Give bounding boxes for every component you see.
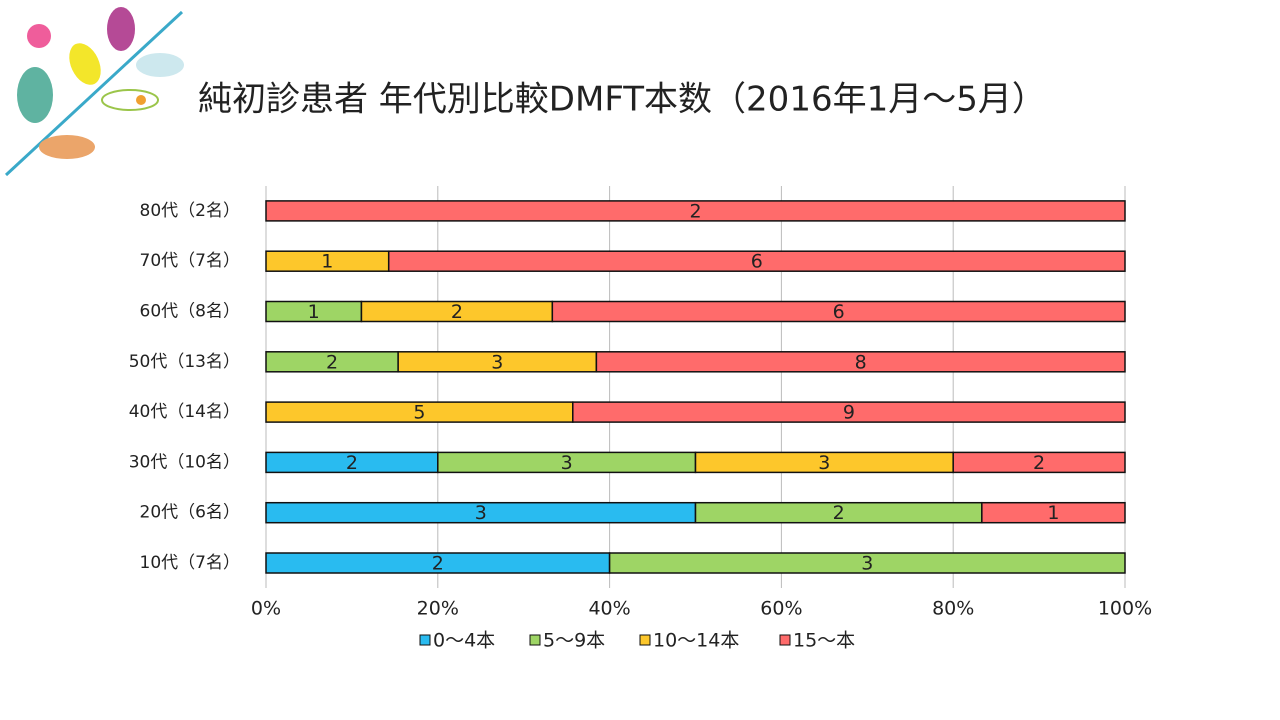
- data-label: 2: [451, 301, 463, 323]
- bar-segment: [387, 250, 1126, 272]
- y-tick-label: 80代（2名）: [140, 201, 240, 221]
- data-label: 3: [561, 452, 573, 474]
- data-label: 3: [861, 553, 873, 575]
- legend-swatch: [419, 634, 431, 646]
- y-tick-label: 50代（13名）: [129, 352, 240, 372]
- legend-swatch: [529, 634, 541, 646]
- y-tick-label: 20代（6名）: [140, 503, 240, 523]
- bar-segment: [572, 401, 1126, 423]
- y-tick-label: 40代（14名）: [129, 402, 240, 422]
- x-tick-label: 0%: [251, 598, 281, 620]
- legend-label: 10～14本: [653, 630, 739, 652]
- bar-segment: [608, 552, 1126, 574]
- data-label: 3: [491, 351, 503, 373]
- bar-segment: [265, 200, 1126, 222]
- data-label: 2: [326, 351, 338, 373]
- bar-segment: [952, 451, 1126, 474]
- legend-swatch: [779, 634, 791, 646]
- data-label: 1: [321, 251, 333, 273]
- x-tick-label: 80%: [932, 598, 974, 620]
- chart-title: 純初診患者 年代別比較DMFT本数（2016年1月～5月）: [198, 80, 1046, 120]
- data-label: 6: [751, 251, 763, 273]
- bar-segment: [551, 300, 1126, 323]
- data-label: 1: [1047, 502, 1059, 524]
- legend-label: 5～9本: [543, 630, 605, 652]
- x-tick-label: 100%: [1098, 598, 1152, 620]
- data-label: 9: [843, 402, 855, 424]
- data-label: 2: [1033, 452, 1045, 474]
- y-tick-label: 30代（10名）: [129, 452, 240, 472]
- data-label: 8: [855, 351, 867, 373]
- y-tick-label: 60代（8名）: [140, 302, 240, 322]
- legend-swatch: [639, 634, 651, 646]
- legend-label: 0～4本: [433, 630, 495, 652]
- x-tick-label: 60%: [760, 598, 802, 620]
- data-label: 1: [308, 301, 320, 323]
- x-tick-label: 20%: [417, 598, 459, 620]
- data-label: 2: [833, 502, 845, 524]
- data-label: 6: [833, 301, 845, 323]
- bar-segment: [981, 501, 1126, 524]
- x-tick-label: 40%: [588, 598, 630, 620]
- data-label: 2: [346, 452, 358, 474]
- data-label: 2: [689, 200, 701, 222]
- y-tick-label: 10代（7名）: [140, 553, 240, 573]
- bar-segment: [595, 351, 1126, 373]
- data-label: 3: [818, 452, 830, 474]
- data-label: 3: [475, 502, 487, 524]
- data-label: 5: [413, 402, 425, 424]
- decoration: [4, 7, 184, 177]
- legend-label: 15～本: [793, 630, 855, 652]
- y-tick-label: 70代（7名）: [140, 251, 240, 271]
- data-label: 2: [432, 553, 444, 575]
